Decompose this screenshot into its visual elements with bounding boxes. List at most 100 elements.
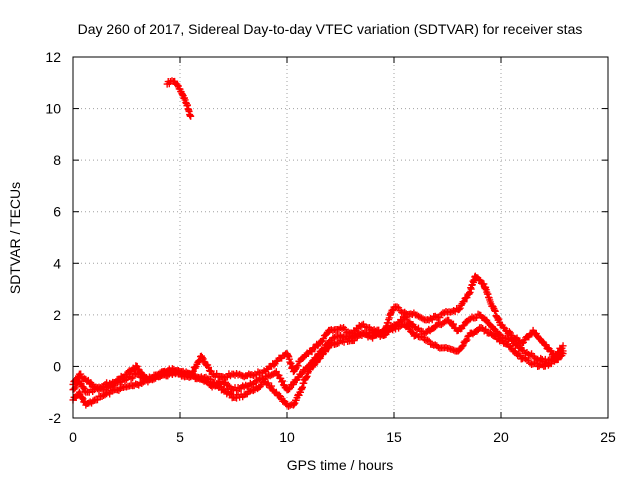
data-point-marker xyxy=(505,336,513,344)
x-tick-label: 15 xyxy=(386,429,402,445)
data-point-marker xyxy=(224,381,232,389)
x-tick-label: 5 xyxy=(176,429,184,445)
data-point-marker xyxy=(310,344,318,352)
data-point-marker xyxy=(243,382,251,390)
data-point-marker xyxy=(521,349,529,357)
y-tick-label: 0 xyxy=(53,358,61,374)
data-point-marker xyxy=(499,333,507,341)
data-point-marker xyxy=(77,370,85,378)
data-point-marker xyxy=(207,367,215,375)
data-point-marker xyxy=(559,342,567,350)
data-point-marker xyxy=(491,307,499,315)
data-point-marker xyxy=(148,374,156,382)
data-point-marker xyxy=(312,354,320,362)
data-point-marker xyxy=(284,386,292,394)
y-tick-label: 2 xyxy=(53,307,61,323)
data-point-marker xyxy=(455,305,463,313)
y-tick-label: 12 xyxy=(45,49,61,65)
data-point-marker xyxy=(411,331,419,339)
data-point-marker xyxy=(188,368,196,376)
data-point-marker xyxy=(173,367,181,375)
data-point-marker xyxy=(264,379,272,387)
data-point-marker xyxy=(459,322,467,330)
data-point-marker xyxy=(463,336,471,344)
y-tick-label: -2 xyxy=(49,410,62,426)
data-point-marker xyxy=(191,364,199,372)
data-point-marker xyxy=(531,354,539,362)
data-point-marker xyxy=(335,325,343,333)
data-point-marker xyxy=(93,396,101,404)
data-point-marker xyxy=(338,325,346,333)
data-point-marker xyxy=(78,394,86,402)
data-point-marker xyxy=(393,303,401,311)
data-point-marker xyxy=(491,306,499,314)
data-point-marker xyxy=(127,375,135,383)
data-point-marker xyxy=(344,328,352,336)
data-point-marker xyxy=(419,315,427,323)
data-point-marker xyxy=(408,328,416,336)
data-point-marker xyxy=(290,400,298,408)
y-tick-label: 8 xyxy=(53,152,61,168)
data-point-marker xyxy=(413,325,421,333)
data-point-marker xyxy=(205,363,213,371)
data-point-marker xyxy=(233,394,241,402)
data-point-marker xyxy=(251,378,259,386)
data-point-marker xyxy=(194,374,202,382)
data-point-marker xyxy=(358,321,366,329)
y-tick-label: 4 xyxy=(53,255,61,271)
data-point-marker xyxy=(431,323,439,331)
data-point-marker xyxy=(297,370,305,378)
data-point-marker xyxy=(428,316,436,324)
data-point-marker xyxy=(319,335,327,343)
data-point-marker xyxy=(437,310,445,318)
plot-frame xyxy=(72,56,609,419)
data-point-marker xyxy=(425,337,433,345)
x-tick-label: 25 xyxy=(600,429,616,445)
data-point-marker xyxy=(198,354,206,362)
data-point-marker xyxy=(263,373,271,381)
data-point-marker xyxy=(233,370,241,378)
chart-title: Day 260 of 2017, Sidereal Day-to-day VTE… xyxy=(78,21,583,37)
data-point-marker xyxy=(329,327,337,335)
data-point-marker xyxy=(106,390,114,398)
x-tick-label: 0 xyxy=(69,429,77,445)
data-point-marker xyxy=(330,333,338,341)
x-axis-label: GPS time / hours xyxy=(287,457,394,473)
data-point-marker xyxy=(114,376,122,384)
tick-labels: 0 5 10 15 20 25 -2 0 2 4 6 8 10 12 xyxy=(45,49,616,445)
data-point-marker xyxy=(223,373,231,381)
y-axis-label: SDTVAR / TECUs xyxy=(7,182,23,294)
data-point-marker xyxy=(129,374,137,382)
data-point-marker xyxy=(449,320,457,328)
data-point-marker xyxy=(482,325,490,333)
data-point-marker xyxy=(254,368,262,376)
data-point-marker xyxy=(294,362,302,370)
axis-ticks xyxy=(72,56,609,419)
data-point-marker xyxy=(79,383,87,391)
data-point-marker xyxy=(436,314,444,322)
data-point-marker xyxy=(422,329,430,337)
data-point-marker xyxy=(279,377,287,385)
data-point-marker xyxy=(270,361,278,369)
data-point-marker xyxy=(495,315,503,323)
x-tick-label: 20 xyxy=(493,429,509,445)
data-point-marker xyxy=(554,349,562,357)
data-point-marker xyxy=(459,342,467,350)
data-point-marker xyxy=(240,373,248,381)
data-point-marker xyxy=(431,312,439,320)
data-point-marker xyxy=(424,336,432,344)
data-point-marker xyxy=(286,385,294,393)
grid-lines xyxy=(73,57,608,418)
data-point-marker xyxy=(272,368,280,376)
y-tick-label: 6 xyxy=(53,204,61,220)
data-point-marker xyxy=(398,317,406,325)
data-point-marker xyxy=(542,341,550,349)
data-point-marker xyxy=(276,392,284,400)
data-point-marker xyxy=(116,385,124,393)
data-point-marker xyxy=(268,382,276,390)
data-point-marker xyxy=(460,298,468,306)
data-point-marker xyxy=(477,323,485,331)
data-point-marker xyxy=(458,343,466,351)
data-point-marker xyxy=(187,112,195,120)
